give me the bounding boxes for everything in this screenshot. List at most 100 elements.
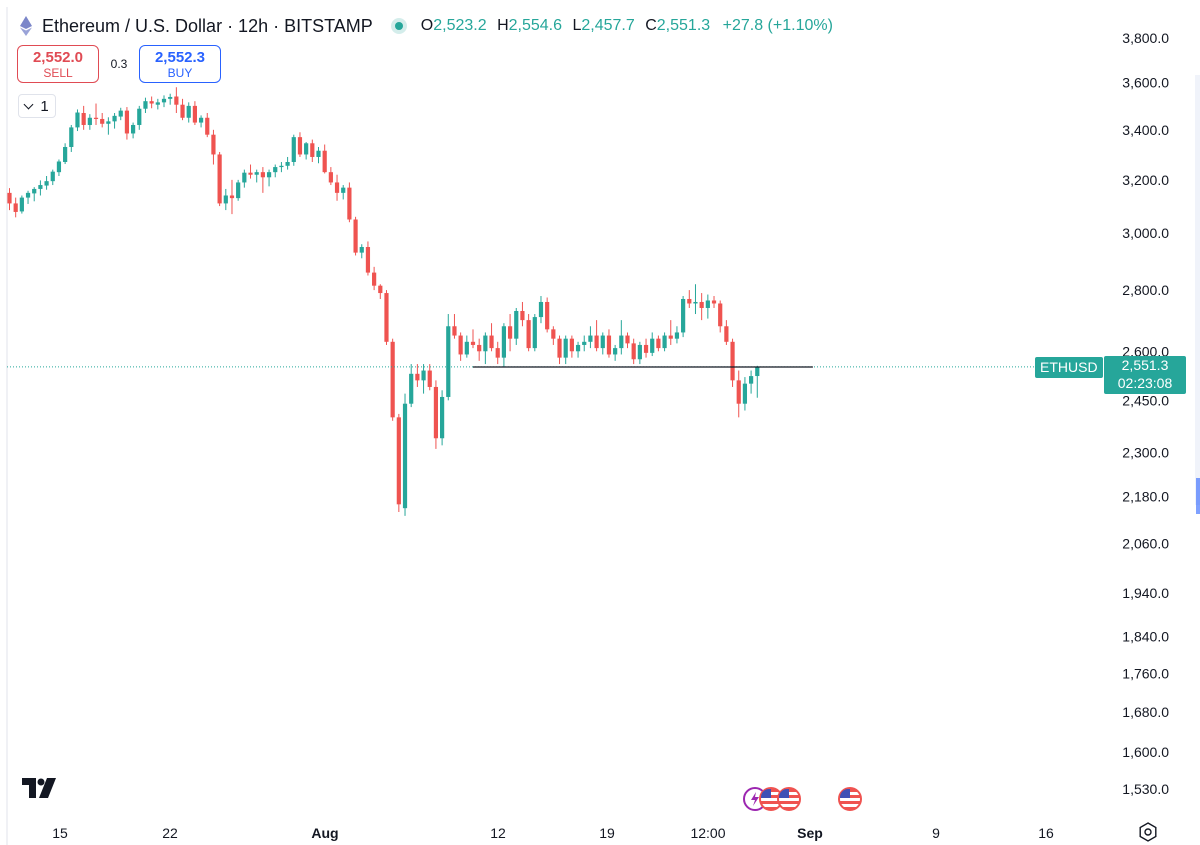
price-tick-label: 1,760.0 bbox=[1122, 665, 1169, 681]
close-value: 2,551.3 bbox=[656, 17, 711, 34]
candle-body bbox=[687, 298, 692, 304]
sell-button[interactable]: 2,552.0 SELL bbox=[17, 45, 99, 83]
candle-body bbox=[526, 320, 531, 349]
candle-body bbox=[415, 373, 420, 381]
candle-body bbox=[631, 343, 636, 360]
price-axis: 3,800.0 3,600.0 3,400.0 3,200.0 3,000.0 2,800… bbox=[1122, 30, 1169, 797]
candle-body bbox=[38, 185, 43, 189]
candle-body bbox=[433, 386, 439, 439]
candle-body bbox=[699, 301, 704, 308]
scale-handle[interactable] bbox=[1196, 478, 1200, 514]
symbol-title[interactable]: Ethereum / U.S. Dollar · 12h · BITSTAMP bbox=[42, 15, 373, 36]
candle-body bbox=[575, 344, 581, 352]
time-tick-label: Aug bbox=[311, 825, 338, 841]
tradingview-logo[interactable] bbox=[22, 778, 60, 798]
change-value: +27.8 (+1.10%) bbox=[722, 17, 833, 34]
price-tick-label: 2,180.0 bbox=[1122, 489, 1169, 505]
candle-body bbox=[514, 310, 519, 339]
price-tick-label: 1,530.0 bbox=[1122, 781, 1169, 797]
candle-body bbox=[304, 143, 309, 155]
right-scrollbar[interactable] bbox=[1195, 75, 1200, 505]
candle-body bbox=[551, 329, 556, 339]
candle-body bbox=[643, 344, 649, 353]
candle-body bbox=[242, 172, 247, 183]
candle-body bbox=[650, 338, 655, 353]
candle-body bbox=[310, 143, 315, 157]
candle-body bbox=[563, 338, 568, 358]
candle-body bbox=[681, 298, 686, 333]
candle-body bbox=[390, 341, 395, 418]
candle-body bbox=[724, 326, 729, 342]
candle-body bbox=[718, 303, 723, 327]
price-tick-label: 1,940.0 bbox=[1122, 585, 1169, 601]
candle-body bbox=[402, 403, 408, 509]
sell-price: 2,552.0 bbox=[32, 48, 84, 66]
time-axis: 15 22 Aug 12 19 12:00 Sep 9 16 bbox=[52, 825, 1054, 841]
candle-body bbox=[180, 104, 185, 118]
candle-body bbox=[186, 105, 191, 118]
price-tick-label: 3,600.0 bbox=[1122, 75, 1169, 91]
candle-body bbox=[100, 118, 105, 124]
candle-body bbox=[205, 117, 210, 135]
price-tick-label: 2,300.0 bbox=[1122, 444, 1169, 460]
candle-body bbox=[87, 117, 92, 125]
candle-body bbox=[470, 341, 476, 345]
candle-body bbox=[198, 117, 204, 123]
candle-body bbox=[538, 301, 544, 318]
candle-body bbox=[341, 187, 346, 193]
open-value: 2,523.2 bbox=[433, 17, 487, 34]
price-tick-label: 3,400.0 bbox=[1122, 122, 1169, 138]
candle-body bbox=[477, 344, 482, 352]
price-tick-label: 2,060.0 bbox=[1122, 535, 1169, 551]
candle-body bbox=[557, 338, 562, 358]
last-price-value: 2,551.3 bbox=[1121, 357, 1169, 373]
candle-body bbox=[693, 301, 698, 304]
price-tick-label: 1,680.0 bbox=[1122, 704, 1169, 720]
settings-gear-icon[interactable] bbox=[1138, 822, 1158, 842]
buy-price: 2,552.3 bbox=[154, 48, 206, 66]
candle-body bbox=[7, 192, 12, 204]
price-tick-label: 3,800.0 bbox=[1122, 30, 1169, 46]
buy-label: BUY bbox=[167, 65, 193, 80]
candle-body bbox=[266, 172, 272, 178]
candle-body bbox=[742, 383, 748, 404]
candle-body bbox=[372, 272, 377, 286]
candle-body bbox=[668, 335, 673, 339]
candle-body bbox=[613, 348, 618, 355]
us-flag-icon[interactable] bbox=[777, 787, 801, 811]
candle-body bbox=[229, 195, 235, 199]
candle-body bbox=[440, 396, 445, 439]
candle-body bbox=[44, 181, 49, 186]
candle-body bbox=[131, 124, 136, 134]
candle-body bbox=[279, 165, 284, 168]
candle-body bbox=[93, 117, 99, 119]
ethereum-icon bbox=[20, 16, 32, 36]
candle-body bbox=[532, 317, 537, 349]
candle-body bbox=[211, 134, 216, 155]
candle-body bbox=[711, 300, 717, 304]
chevron-down-icon bbox=[23, 99, 34, 109]
us-flag-icon[interactable] bbox=[838, 787, 862, 811]
collapse-indicators-button[interactable]: 1 bbox=[18, 94, 56, 118]
candle-body bbox=[25, 192, 31, 198]
candle-body bbox=[322, 150, 327, 173]
price-tick-label: 3,000.0 bbox=[1122, 225, 1169, 241]
time-tick-label: 15 bbox=[52, 825, 68, 841]
candle-body bbox=[446, 326, 451, 397]
candle-body bbox=[149, 101, 154, 104]
candle-body bbox=[662, 335, 667, 349]
time-tick-label: 16 bbox=[1038, 825, 1054, 841]
time-tick-label: 12:00 bbox=[690, 825, 725, 841]
candle-body bbox=[705, 300, 710, 308]
bar-countdown: 02:23:08 bbox=[1117, 375, 1173, 391]
candle-body bbox=[217, 154, 222, 204]
candle-body bbox=[619, 335, 624, 349]
candle-body bbox=[273, 167, 278, 173]
candle-body bbox=[501, 326, 506, 358]
candle-body bbox=[458, 335, 463, 355]
buy-button[interactable]: 2,552.3 BUY bbox=[139, 45, 221, 83]
candle-body bbox=[378, 285, 383, 294]
time-tick-label: Sep bbox=[797, 825, 823, 841]
candle-body bbox=[483, 335, 488, 352]
